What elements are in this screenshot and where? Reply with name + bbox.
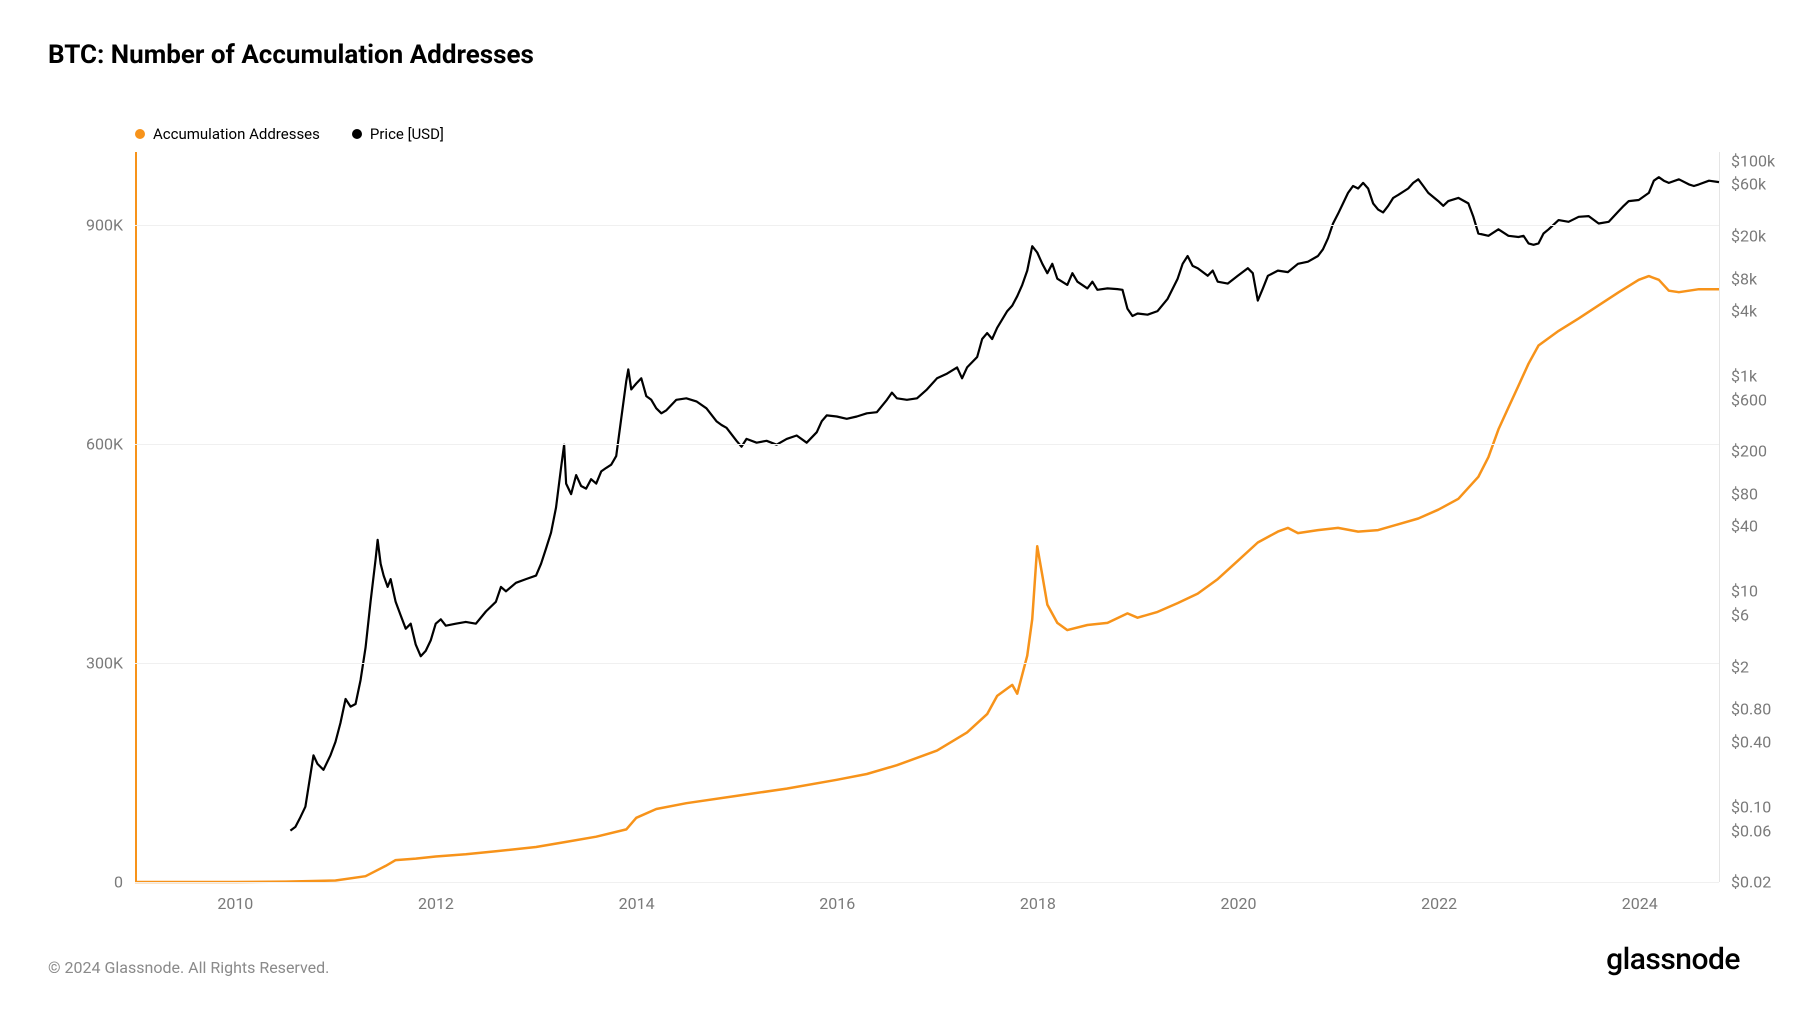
y-right-tick-label: $80 — [1719, 485, 1758, 504]
y-right-tick-label: $0.40 — [1719, 732, 1771, 751]
chart-title: BTC: Number of Accumulation Addresses — [48, 40, 534, 70]
legend-label: Accumulation Addresses — [153, 125, 320, 143]
plot-area: 0300K600K900K$0.02$0.06$0.10$0.40$0.80$2… — [135, 152, 1720, 882]
y-left-tick-label: 0 — [114, 873, 135, 892]
y-right-tick-label: $6 — [1719, 606, 1749, 625]
y-left-tick-label: 600K — [86, 435, 135, 454]
y-right-tick-label: $2 — [1719, 657, 1749, 676]
y-right-tick-label: $0.02 — [1719, 873, 1771, 892]
x-tick-label: 2010 — [217, 882, 253, 913]
y-right-tick-label: $8k — [1719, 269, 1757, 288]
y-right-tick-label: $10 — [1719, 582, 1758, 601]
chart-area: 0300K600K900K$0.02$0.06$0.10$0.40$0.80$2… — [135, 152, 1720, 882]
gridline — [135, 882, 1719, 883]
y-right-tick-label: $0.10 — [1719, 797, 1771, 816]
legend-label: Price [USD] — [370, 125, 444, 143]
chart-svg — [135, 152, 1719, 882]
gridline — [135, 225, 1719, 226]
x-tick-label: 2022 — [1421, 882, 1457, 913]
y-right-tick-label: $200 — [1719, 442, 1767, 461]
chart-legend: Accumulation Addresses Price [USD] — [135, 125, 444, 143]
legend-dot-icon — [135, 129, 145, 139]
copyright-text: © 2024 Glassnode. All Rights Reserved. — [48, 958, 329, 977]
gridline — [135, 663, 1719, 664]
y-right-tick-label: $40 — [1719, 517, 1758, 536]
legend-dot-icon — [352, 129, 362, 139]
price-line — [290, 177, 1719, 830]
gridline — [135, 444, 1719, 445]
x-tick-label: 2014 — [619, 882, 655, 913]
legend-item: Accumulation Addresses — [135, 125, 320, 143]
y-right-tick-label: $0.80 — [1719, 700, 1771, 719]
x-tick-label: 2024 — [1622, 882, 1658, 913]
footer: © 2024 Glassnode. All Rights Reserved. g… — [48, 942, 1740, 977]
y-right-tick-label: $100k — [1719, 151, 1775, 170]
y-right-tick-label: $1k — [1719, 366, 1757, 385]
y-right-tick-label: $20k — [1719, 226, 1766, 245]
y-left-tick-label: 900K — [86, 216, 135, 235]
y-right-tick-label: $4k — [1719, 302, 1757, 321]
x-tick-label: 2012 — [418, 882, 454, 913]
y-right-tick-label: $600 — [1719, 390, 1767, 409]
y-left-tick-label: 300K — [86, 654, 135, 673]
x-tick-label: 2018 — [1020, 882, 1056, 913]
x-tick-label: 2020 — [1220, 882, 1256, 913]
x-tick-label: 2016 — [819, 882, 855, 913]
legend-item: Price [USD] — [352, 125, 444, 143]
y-right-tick-label: $60k — [1719, 175, 1766, 194]
brand-logo: glassnode — [1606, 942, 1740, 977]
y-right-tick-label: $0.06 — [1719, 821, 1771, 840]
